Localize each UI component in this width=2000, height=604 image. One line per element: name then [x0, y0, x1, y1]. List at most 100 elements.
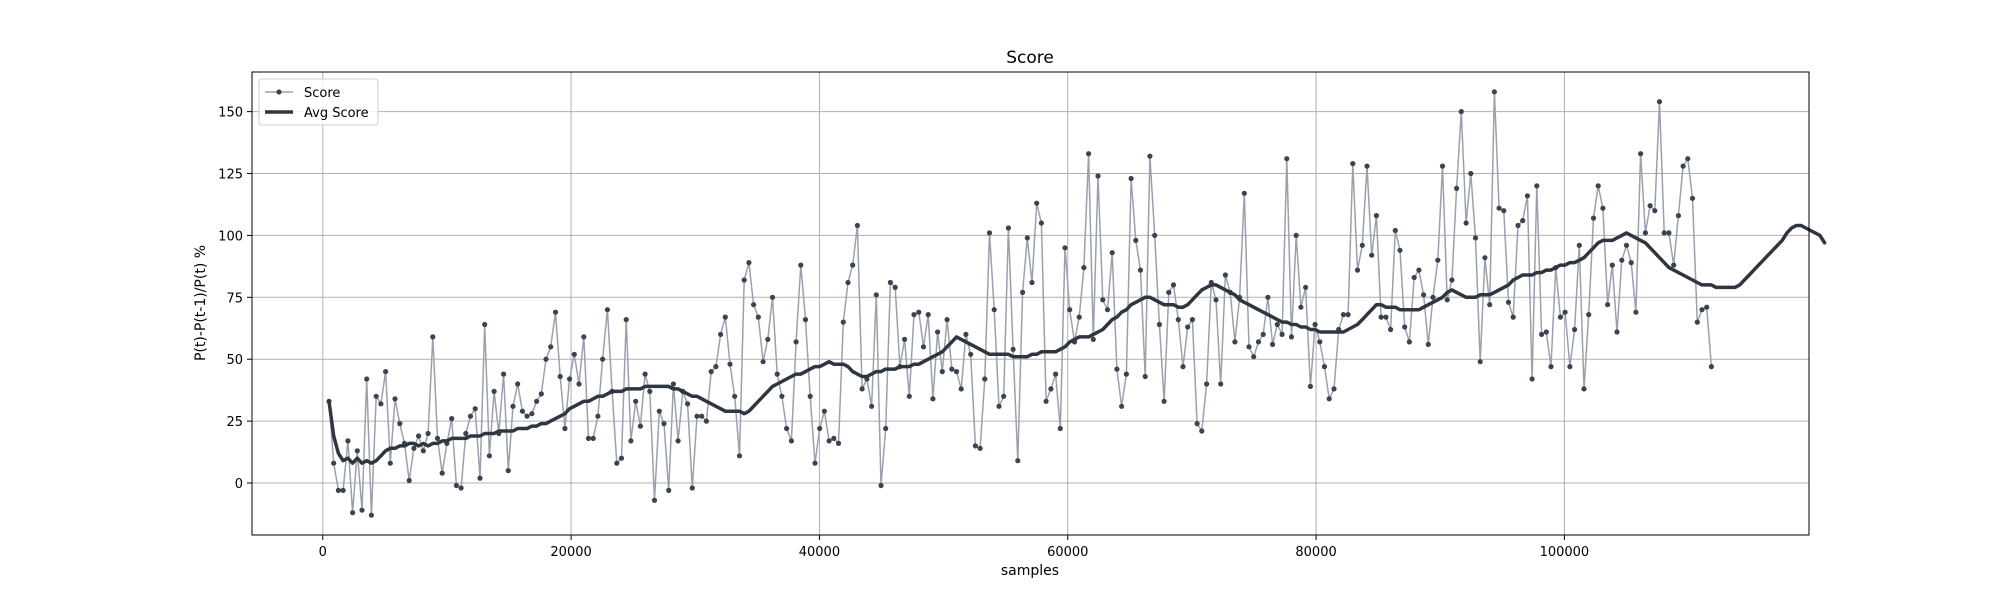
score-point	[1076, 314, 1082, 320]
score-point	[939, 369, 945, 375]
score-point	[368, 512, 374, 518]
y-axis-ticks: 0 25 50 75 100 125 150	[218, 106, 252, 492]
score-point	[784, 425, 790, 432]
score-point	[1491, 89, 1497, 95]
score-point	[350, 510, 356, 516]
score-point	[439, 470, 445, 476]
score-point	[1307, 383, 1313, 389]
legend: Score Avg Score	[258, 78, 379, 126]
score-point	[538, 391, 544, 397]
score-point	[883, 425, 889, 432]
score-point	[963, 331, 969, 337]
score-point	[1656, 99, 1663, 105]
score-point	[736, 453, 743, 459]
score-point	[878, 482, 884, 489]
score-point	[1699, 307, 1705, 313]
score-point	[1100, 297, 1106, 303]
score-point	[1581, 386, 1587, 392]
score-point	[1038, 220, 1044, 226]
score-point	[774, 371, 780, 377]
score-point	[708, 369, 714, 375]
score-point	[1288, 334, 1295, 340]
score-point	[1213, 297, 1219, 303]
score-point	[552, 309, 559, 315]
score-point	[467, 413, 474, 419]
legend-score-label: Score	[304, 86, 340, 101]
score-point	[1251, 354, 1257, 360]
score-point	[359, 507, 365, 513]
score-point	[968, 351, 974, 357]
score-point	[798, 262, 804, 268]
score-point	[651, 497, 658, 503]
score-point	[614, 460, 620, 466]
score-point	[1034, 200, 1040, 206]
score-point	[1411, 274, 1417, 281]
score-point	[1388, 326, 1394, 333]
score-point	[779, 393, 785, 399]
score-point	[675, 438, 681, 444]
score-point	[1425, 341, 1431, 347]
y-tick-label: 75	[226, 291, 243, 306]
score-point	[1274, 321, 1280, 328]
score-point	[1137, 267, 1144, 273]
score-line	[328, 91, 1713, 516]
score-point	[916, 309, 922, 315]
score-point	[1633, 309, 1639, 315]
score-point	[1317, 339, 1323, 345]
score-point	[1123, 371, 1129, 377]
score-point	[1572, 326, 1578, 333]
score-point	[1020, 289, 1026, 295]
score-point	[519, 408, 526, 414]
score-point	[425, 430, 431, 437]
score-point	[1567, 364, 1573, 370]
score-point	[727, 361, 733, 367]
score-point	[458, 485, 464, 491]
score-point	[958, 386, 964, 392]
score-point	[1043, 398, 1049, 404]
score-point	[1614, 329, 1620, 335]
score-point	[1284, 156, 1290, 162]
score-point	[1109, 250, 1115, 256]
score-point	[472, 406, 478, 412]
score-point	[406, 477, 412, 484]
avg-score-line	[327, 223, 1827, 465]
plot-frame	[251, 71, 1810, 536]
score-point	[1359, 242, 1365, 248]
score-point	[1605, 302, 1611, 308]
score-point	[1048, 386, 1054, 392]
x-tick-label: 0	[319, 545, 327, 560]
score-point	[1015, 458, 1021, 464]
score-point	[713, 364, 719, 370]
score-point	[1576, 242, 1582, 248]
score-point	[1590, 215, 1597, 221]
score-point	[1119, 403, 1125, 409]
score-point	[604, 307, 611, 313]
score-point	[335, 487, 341, 493]
score-point	[1001, 393, 1007, 399]
score-point	[477, 475, 483, 481]
y-tick-label: 100	[218, 229, 243, 244]
score-point	[1543, 329, 1549, 335]
score-point	[1204, 381, 1210, 387]
score-point	[600, 356, 606, 362]
score-point	[986, 230, 993, 236]
score-point	[1331, 386, 1337, 392]
score-point	[1416, 267, 1422, 273]
score-point	[911, 312, 917, 318]
score-point	[548, 344, 554, 350]
score-point	[529, 411, 535, 417]
score-point	[1628, 260, 1634, 266]
score-point	[769, 294, 776, 300]
score-point	[1373, 213, 1379, 219]
score-point	[1539, 331, 1545, 337]
score-point	[661, 421, 667, 427]
score-point	[1609, 262, 1615, 268]
score-point	[925, 312, 931, 318]
score-point	[1090, 336, 1096, 342]
score-point	[1321, 364, 1328, 370]
score-point	[1685, 156, 1691, 162]
score-point	[378, 401, 384, 407]
score-point	[1104, 307, 1111, 313]
score-point	[1350, 161, 1356, 167]
score-point	[1482, 255, 1488, 261]
